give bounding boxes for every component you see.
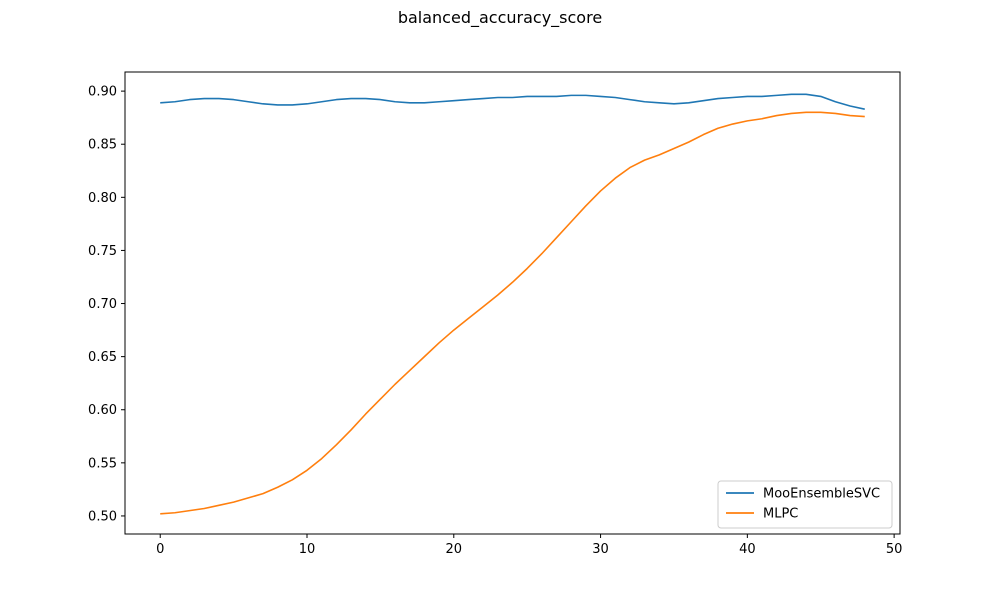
series-line-mlpc — [160, 111, 865, 515]
x-axis: 0 10 20 30 40 50 — [156, 534, 902, 557]
y-axis: 0.50 0.55 0.60 0.65 0.70 0.75 0.80 0.85 0.90 — [88, 85, 125, 524]
legend-label-mlpc: MLPC — [763, 507, 798, 522]
x-tick-label: 10 — [299, 542, 316, 557]
plot-area — [124, 71, 901, 535]
x-tick-label: 40 — [739, 542, 756, 557]
x-tick-label: 50 — [886, 542, 903, 557]
legend-box — [717, 480, 893, 529]
y-tick-label: 0.50 — [88, 509, 117, 524]
series-line-mooensemblesvc — [160, 93, 865, 110]
plot-frame — [124, 71, 901, 535]
y-tick-label: 0.55 — [88, 456, 117, 471]
y-tick-label: 0.70 — [88, 297, 117, 312]
y-tick-label: 0.80 — [88, 191, 117, 206]
x-tick-label: 0 — [156, 542, 164, 557]
y-tick-label: 0.85 — [88, 138, 117, 153]
x-tick-label: 20 — [446, 542, 463, 557]
y-tick-label: 0.90 — [88, 85, 117, 100]
y-tick-label: 0.60 — [88, 403, 117, 418]
chart-title: balanced_accuracy_score — [397, 8, 603, 27]
y-tick-label: 0.65 — [88, 350, 117, 365]
legend-label-mooensemblesvc: MooEnsembleSVC — [763, 487, 880, 502]
series-layer — [160, 93, 865, 515]
legend: MooEnsembleSVC MLPC — [717, 480, 893, 529]
y-tick-label: 0.75 — [88, 244, 117, 259]
x-tick-label: 30 — [592, 542, 609, 557]
